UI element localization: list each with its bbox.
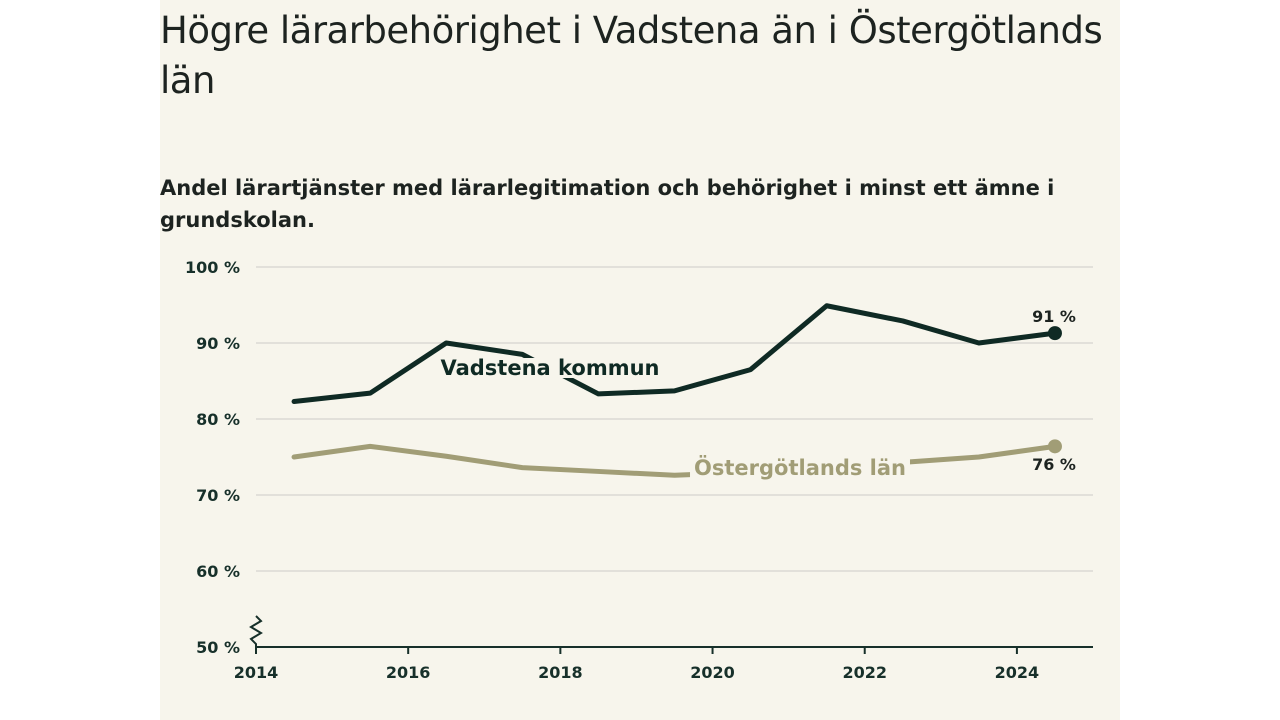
x-tick-label-2018: 2018 <box>538 663 583 682</box>
series-labels: Vadstena kommun Östergötlands län 91 % 76 % <box>436 307 1076 480</box>
x-tick-label-2014: 2014 <box>234 663 279 682</box>
series-label-vadstena: Vadstena kommun <box>440 356 659 380</box>
x-tick-label-2022: 2022 <box>842 663 887 682</box>
y-tick-label-80: 80 % <box>196 410 240 429</box>
axis-break-icon <box>249 615 263 647</box>
series-label-lan-background <box>690 457 910 478</box>
x-tick-label-2024: 2024 <box>995 663 1040 682</box>
x-tick-label-2016: 2016 <box>386 663 431 682</box>
series-label-lan: Östergötlands län <box>694 455 906 480</box>
x-axis: 2014 2016 2018 2020 2022 2024 <box>234 615 1093 682</box>
series-line-vadstena <box>291 303 1058 405</box>
end-value-label-lan: 76 % <box>1032 455 1076 474</box>
y-tick-label-90: 90 % <box>196 334 240 353</box>
chart-title: Högre lärarbehörighet i Vadstena än i Ös… <box>160 9 1103 102</box>
grid-lines <box>256 266 1093 572</box>
x-tick-label-2020: 2020 <box>690 663 735 682</box>
series-end-point-vadstena <box>1047 326 1062 341</box>
series-label-vadstena-background <box>436 358 664 378</box>
y-tick-label-100: 100 % <box>185 258 240 277</box>
end-value-label-vadstena: 91 % <box>1032 307 1076 326</box>
y-tick-label-60: 60 % <box>196 562 240 581</box>
y-tick-label-50: 50 % <box>196 638 240 657</box>
y-axis-ticks: 50 % 60 % 70 % 80 % 90 % 100 % <box>185 258 240 657</box>
series-lines <box>291 303 1062 478</box>
series-line-lan <box>291 443 1058 478</box>
chart-subtitle: Andel lärartjänster med lärarlegitimatio… <box>160 176 1055 232</box>
series-end-point-lan <box>1047 439 1062 454</box>
y-tick-label-70: 70 % <box>196 486 240 505</box>
